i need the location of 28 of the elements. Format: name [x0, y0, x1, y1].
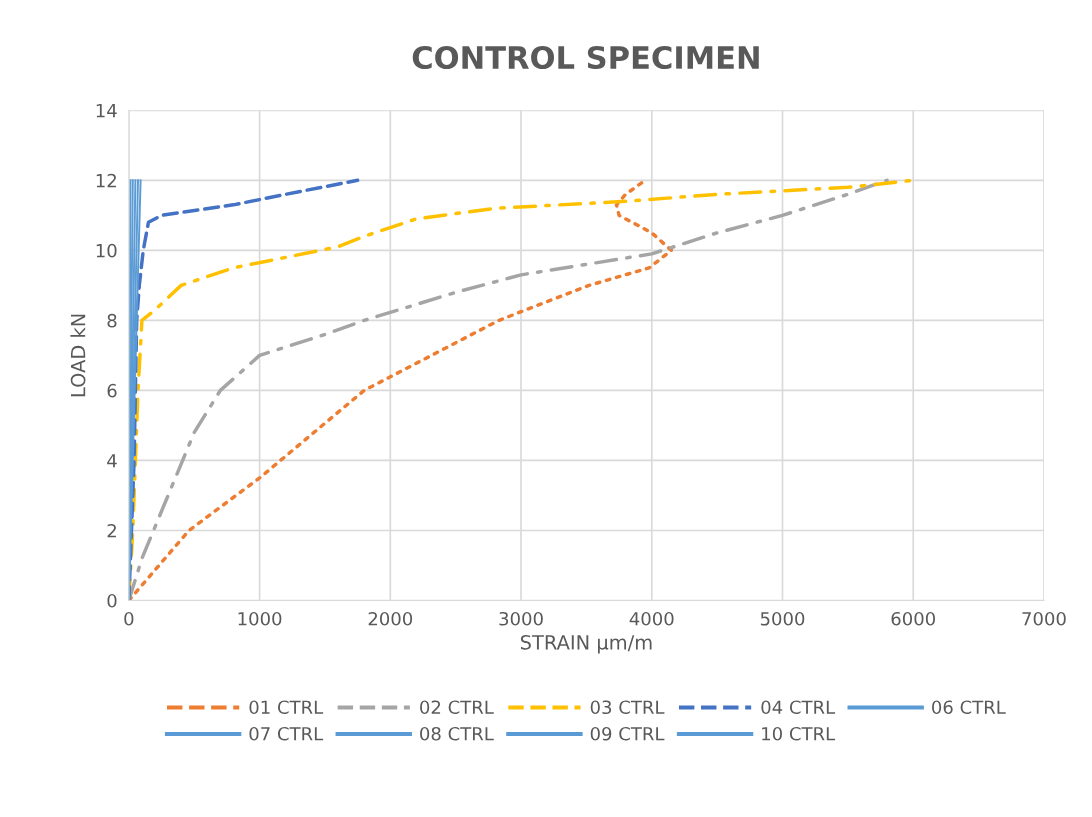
legend-label: 04 CTRL [761, 700, 836, 715]
legend-label: 08 CTRL [420, 726, 494, 741]
y-tick-label: 14 [96, 103, 117, 118]
x-tick-label: 6000 [891, 611, 935, 626]
legend-label: 07 CTRL [249, 726, 324, 741]
y-axis-title: LOAD kN [70, 314, 86, 397]
legend-label: 10 CTRL [762, 726, 836, 741]
legend-label: 03 CTRL [590, 700, 665, 715]
x-tick-label: 4000 [629, 611, 674, 626]
x-tick-label: 0 [124, 611, 134, 626]
x-tick-label: 7000 [1022, 611, 1066, 626]
y-tick-label: 12 [96, 173, 116, 188]
legend-label: 01 CTRL [249, 700, 324, 715]
y-tick-label: 6 [107, 383, 117, 398]
y-tick-label: 4 [107, 454, 117, 468]
y-tick-label: 8 [107, 313, 117, 328]
legend-label: 09 CTRL [590, 726, 665, 741]
legend-label: 06 CTRL [932, 700, 1006, 715]
y-tick-label: 10 [96, 243, 117, 258]
legend-label: 02 CTRL [420, 700, 494, 715]
x-tick-label: 5000 [760, 611, 805, 626]
x-axis-title: STRAIN µm/m [520, 634, 652, 654]
x-tick-label: 3000 [499, 611, 543, 626]
y-tick-label: 2 [107, 523, 116, 538]
chart-title: CONTROL SPECIMEN [412, 45, 759, 70]
y-tick-label: 0 [107, 593, 117, 608]
x-tick-label: 2000 [368, 611, 413, 626]
x-tick-label: 1000 [238, 611, 282, 626]
